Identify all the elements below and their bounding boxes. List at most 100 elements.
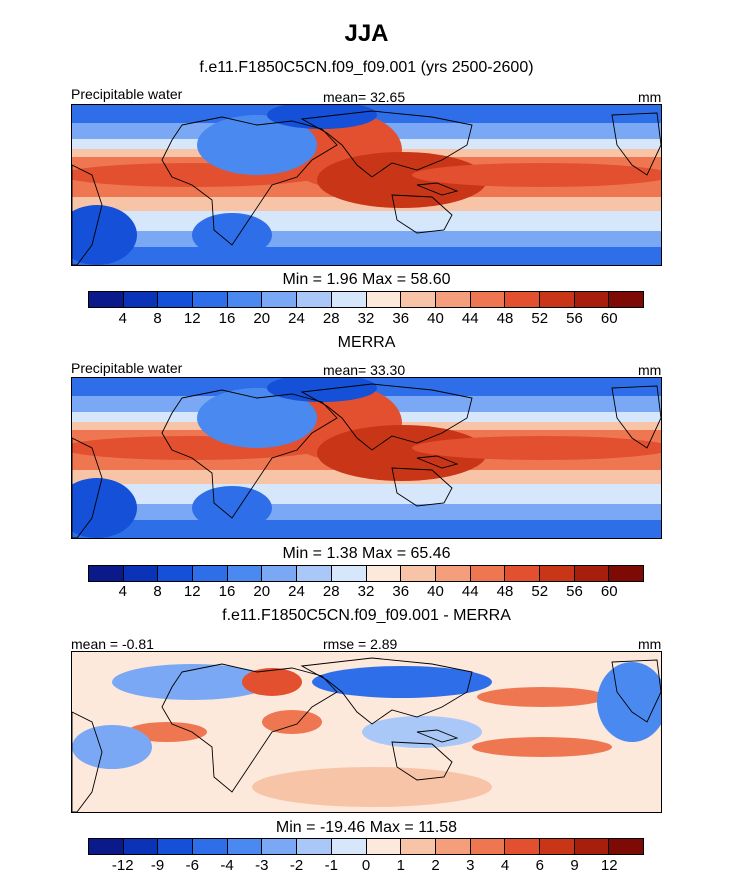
colorbar-tick-label: 24 <box>288 310 305 327</box>
colorbar-tick-label: 60 <box>600 583 618 600</box>
field-region <box>192 486 272 530</box>
colorbar-segment <box>89 292 124 307</box>
colorbar-segment <box>158 292 194 307</box>
colorbar-segment <box>470 566 506 581</box>
panel-2-colorbar <box>88 565 644 582</box>
colorbar-tick-label: 32 <box>357 310 375 327</box>
colorbar-segment <box>574 292 610 307</box>
continent-outline <box>391 467 453 507</box>
field-region <box>412 436 661 460</box>
colorbar-segment <box>574 566 610 581</box>
field-region <box>412 163 661 187</box>
panel-2-minmax: Min = 1.38 Max = 65.46 <box>282 545 451 562</box>
field-region <box>192 213 272 257</box>
field-region <box>242 668 302 696</box>
colorbar-tick-label: 44 <box>461 310 479 327</box>
colorbar-segment <box>609 839 643 854</box>
colorbar-segment <box>193 566 228 581</box>
panel-2-map <box>71 377 662 539</box>
colorbar-tick-label: 60 <box>600 310 618 327</box>
colorbar-tick-label: 52 <box>531 583 549 600</box>
continent-outline <box>391 194 453 234</box>
colorbar-segment <box>297 566 332 581</box>
panel-1-map <box>71 104 662 266</box>
colorbar-segment <box>435 839 471 854</box>
panel-3-heading: f.e11.F1850C5CN.f09_f09.001 - MERRA <box>222 607 511 624</box>
colorbar-segment <box>262 566 298 581</box>
continent-outline <box>300 657 473 725</box>
colorbar-segment <box>505 566 540 581</box>
panel-1-colorbar-ticks: 4 8 12 16 20 24 28 32 36 40 44 48 52 56 60 <box>88 310 644 328</box>
field-region <box>197 388 317 448</box>
colorbar-tick-label: -1 <box>324 857 338 874</box>
continent-outline <box>611 659 661 723</box>
figure-title: JJA <box>344 20 389 47</box>
colorbar-tick-label: 52 <box>531 310 549 327</box>
colorbar-tick-label: 9 <box>570 857 579 874</box>
colorbar-segment <box>505 839 540 854</box>
colorbar-segment <box>297 292 332 307</box>
continent-outline <box>300 383 473 451</box>
colorbar-segment <box>401 292 436 307</box>
field-region <box>262 710 322 734</box>
continent-outline <box>161 116 338 246</box>
colorbar-segment <box>505 292 540 307</box>
panel-2-colorbar-ticks: 4 8 12 16 20 24 28 32 36 40 44 48 52 56 60 <box>88 583 644 601</box>
colorbar-tick-label: 36 <box>392 583 410 600</box>
continent-outline <box>416 455 459 469</box>
colorbar-tick-label: 12 <box>183 583 201 600</box>
field-region <box>597 662 661 742</box>
colorbar-segment <box>262 292 298 307</box>
colorbar-segment <box>609 292 643 307</box>
colorbar-segment <box>89 566 124 581</box>
colorbar-tick-label: 28 <box>322 310 340 327</box>
panel-3-units-label: mm <box>638 636 662 652</box>
colorbar-segment <box>331 566 367 581</box>
field-map-svg <box>72 652 661 812</box>
colorbar-segment <box>193 292 228 307</box>
colorbar-segment <box>366 292 402 307</box>
field-map-svg <box>72 378 661 538</box>
panel-3-colorbar <box>88 838 644 855</box>
colorbar-segment <box>227 839 263 854</box>
colorbar-segment <box>435 566 471 581</box>
panel-3-mean-label: mean = -0.81 <box>71 636 154 652</box>
field-region <box>362 716 482 748</box>
colorbar-segment <box>574 839 610 854</box>
colorbar-tick-label: 4 <box>118 583 127 600</box>
colorbar-tick-label: 36 <box>392 310 410 327</box>
colorbar-segment <box>470 839 506 854</box>
panel-3-minmax: Min = -19.46 Max = 11.58 <box>275 819 458 836</box>
panel-1-mean-label: mean= 32.65 <box>323 89 406 105</box>
colorbar-segment <box>193 839 228 854</box>
colorbar-tick-label: 12 <box>183 310 201 327</box>
colorbar-tick-label: -3 <box>255 857 269 874</box>
colorbar-segment <box>262 839 298 854</box>
panel-1-units-label: mm <box>638 89 662 105</box>
field-region <box>312 666 492 698</box>
continent-outline <box>416 729 459 743</box>
panel-3-map <box>71 651 662 813</box>
colorbar-tick-label: 56 <box>566 583 583 600</box>
continent-outline <box>611 385 661 449</box>
colorbar-tick-label: 48 <box>496 310 514 327</box>
field-region <box>477 687 607 707</box>
colorbar-segment <box>123 839 159 854</box>
colorbar-tick-label: 2 <box>431 857 440 874</box>
colorbar-segment <box>227 566 263 581</box>
colorbar-segment <box>123 292 159 307</box>
colorbar-tick-label: 6 <box>535 857 544 874</box>
colorbar-tick-label: 28 <box>322 583 340 600</box>
colorbar-tick-label: 4 <box>500 857 510 874</box>
colorbar-segment <box>89 839 124 854</box>
colorbar-tick-label: 40 <box>427 310 444 327</box>
panel-3-colorbar-ticks: -12 -9 -6 -4 -3 -2 -1 0 1 2 3 4 6 9 12 <box>88 857 644 875</box>
continent-outline <box>416 182 459 196</box>
colorbar-segment <box>539 839 575 854</box>
colorbar-segment <box>158 839 194 854</box>
continent-outline <box>300 110 473 178</box>
colorbar-segment <box>227 292 263 307</box>
continent-outline <box>611 112 661 176</box>
colorbar-tick-label: 1 <box>396 857 405 874</box>
colorbar-segment <box>331 292 367 307</box>
